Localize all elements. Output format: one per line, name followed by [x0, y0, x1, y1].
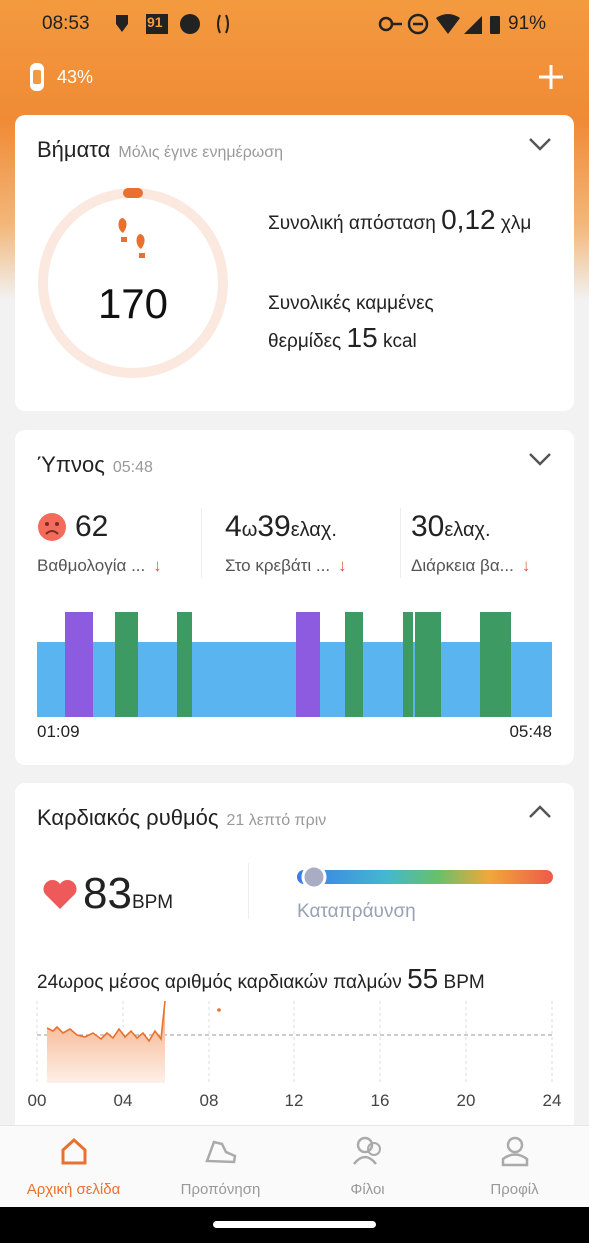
nav-label: Προπόνηση — [180, 1181, 261, 1198]
metric-part: ελαχ. — [290, 519, 337, 541]
metric-label-text: Βαθμολογία ... — [37, 556, 146, 575]
sleep-metric: 4ω39ελαχ. — [225, 510, 337, 544]
x-axis-label: 00 — [27, 1091, 47, 1110]
heart-chart — [36, 1000, 553, 1083]
metric-part: 62 — [75, 510, 109, 543]
nav-label: Αρχική σελίδα — [26, 1181, 121, 1198]
heart-zone-bar — [297, 865, 553, 889]
nav-label: Φίλοι — [350, 1181, 385, 1198]
nav-label: Προφίλ — [490, 1181, 539, 1198]
heart-icon — [43, 879, 77, 909]
shoe-icon — [205, 1140, 237, 1164]
add-button[interactable] — [538, 64, 564, 90]
status-time: 08:53 — [42, 13, 90, 34]
divider — [400, 508, 401, 578]
steps-count: 170 — [97, 280, 169, 327]
steps-card[interactable]: Βήματα Μόλις έγινε ενημέρωση 170 Συνολική… — [15, 115, 574, 411]
status-badge: 91 — [147, 14, 163, 30]
profile-icon — [501, 1136, 529, 1167]
heart-updated: 21 λεπτό πριν — [226, 812, 327, 829]
heart-card[interactable]: Καρδιακός ρυθμός 21 λεπτό πριν 83BPM Κατα… — [15, 783, 574, 1143]
calories-unit: kcal — [382, 331, 417, 352]
calories-value: 15 — [346, 322, 378, 353]
metric-label: Βαθμολογία ... ↓ — [37, 556, 162, 576]
home-indicator — [213, 1221, 376, 1228]
metric-part: 4 — [225, 510, 242, 543]
sleep-metric: 62 — [75, 510, 108, 544]
distance-unit: χλμ — [500, 213, 532, 234]
heart-header: Καρδιακός ρυθμός 21 λεπτό πριν — [37, 805, 326, 831]
metric-label-text: Διάρκεια βα... — [411, 556, 514, 575]
x-axis-label: 24 — [542, 1091, 562, 1110]
calories-label: Συνολικές καμμένες θερμίδες — [268, 293, 434, 352]
divider — [201, 508, 202, 578]
sleep-title: Ύπνος — [37, 452, 105, 477]
avg-unit: BPM — [443, 972, 485, 993]
x-axis-label: 04 — [113, 1091, 133, 1110]
x-axis-label: 20 — [456, 1091, 476, 1110]
steps-header: Βήματα Μόλις έγινε ενημέρωση — [37, 137, 283, 163]
metric-part: ω — [241, 519, 258, 541]
x-axis-label: 08 — [199, 1091, 219, 1110]
bottom-nav: Αρχική σελίδα Προπόνηση Φίλοι Προφίλ — [0, 1125, 589, 1207]
home-icon — [61, 1137, 87, 1165]
trend-down-arrow: ↓ — [153, 556, 162, 575]
distance-label: Συνολική απόσταση — [268, 213, 436, 234]
metric-label: Στο κρεβάτι ... ↓ — [225, 556, 347, 576]
trend-down-arrow: ↓ — [521, 556, 531, 575]
sleep-end: 05:48 — [509, 722, 552, 741]
avg-label: 24ωρος μέσος αριθμός καρδιακών παλμών — [37, 972, 402, 993]
heart-zone: Καταπράυνση — [297, 901, 416, 922]
x-axis-label: 12 — [284, 1091, 304, 1110]
trend-down-arrow: ↓ — [338, 556, 347, 575]
steps-distance: Συνολική απόσταση 0,12 χλμ — [268, 203, 558, 241]
sleep-metric: 30ελαχ. — [411, 510, 491, 544]
band-icon — [30, 63, 44, 91]
status-icons-right — [378, 13, 500, 35]
x-axis-label: 16 — [370, 1091, 390, 1110]
collapse-toggle[interactable] — [528, 452, 552, 466]
expand-toggle[interactable] — [528, 805, 552, 819]
sleep-time: 05:48 — [112, 459, 153, 476]
steps-updated: Μόλις έγινε ενημέρωση — [118, 144, 284, 161]
metric-part: ελαχ. — [444, 519, 491, 541]
heart-title: Καρδιακός ρυθμός — [37, 805, 219, 830]
friends-icon — [353, 1136, 381, 1165]
device-battery: 43% — [57, 67, 94, 87]
sleep-header: Ύπνος 05:48 — [37, 452, 153, 478]
sleep-card[interactable]: Ύπνος 05:48 62 Βαθμολογία ... ↓ 4ω39ελαχ. Στο… — [15, 430, 574, 765]
sleep-chart — [37, 612, 552, 717]
heart-current: 83BPM — [83, 869, 173, 919]
gesture-bar — [0, 1207, 589, 1243]
metric-label: Διάρκεια βα... ↓ — [411, 556, 530, 576]
steps-title: Βήματα — [37, 137, 111, 162]
sad-face-icon — [38, 513, 66, 541]
metric-part: 39 — [257, 510, 291, 543]
collapse-toggle[interactable] — [528, 137, 552, 151]
distance-value: 0,12 — [441, 204, 496, 235]
steps-ring — [38, 188, 228, 378]
status-battery: 91% — [508, 13, 547, 34]
steps-calories: Συνολικές καμμένες θερμίδες 15 kcal — [268, 287, 498, 359]
heart-bpm: 83 — [83, 869, 132, 918]
avg-value: 55 — [407, 963, 439, 994]
metric-part: 30 — [411, 510, 445, 543]
sleep-start: 01:09 — [37, 722, 80, 741]
status-icons-left — [116, 14, 229, 34]
heart-average: 24ωρος μέσος αριθμός καρδιακών παλμών 55… — [37, 963, 485, 995]
metric-label-text: Στο κρεβάτι ... — [225, 556, 331, 575]
divider — [248, 863, 249, 919]
heart-bpm-unit: BPM — [131, 892, 174, 913]
